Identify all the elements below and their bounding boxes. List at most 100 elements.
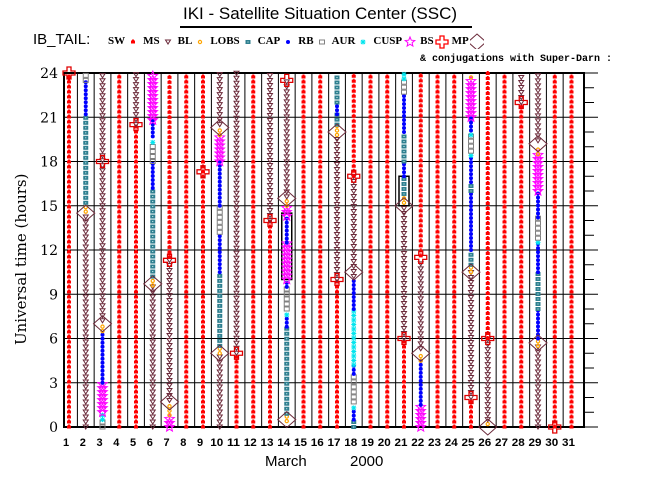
marker-sw	[318, 329, 323, 334]
marker-sw	[251, 149, 256, 154]
marker-sw	[368, 84, 373, 89]
marker-sw	[134, 329, 138, 334]
marker-sw	[134, 404, 138, 409]
marker-sw	[201, 94, 205, 99]
marker-sw	[569, 204, 574, 209]
marker-ms	[149, 309, 157, 315]
marker-sw	[184, 124, 189, 129]
marker-sw	[234, 374, 239, 379]
marker-cap	[217, 298, 223, 303]
marker-sw	[184, 219, 189, 224]
marker-sw	[385, 129, 390, 134]
marker-sw	[318, 389, 323, 394]
marker-ms	[233, 80, 240, 87]
marker-cusp	[351, 317, 357, 323]
y-tick-label: 18	[40, 155, 58, 171]
marker-ms	[149, 314, 157, 320]
marker-sw	[368, 294, 373, 299]
marker-sw	[351, 153, 356, 158]
legend-glyph	[131, 39, 136, 44]
marker-sw	[318, 154, 323, 159]
marker-rb	[402, 122, 406, 126]
marker-sw	[234, 409, 239, 414]
marker-rb	[150, 182, 155, 187]
marker-ms	[149, 374, 157, 380]
marker-cusp	[351, 344, 357, 350]
marker-ms	[216, 369, 224, 375]
marker-sw	[502, 409, 507, 414]
marker-ms	[350, 179, 358, 185]
marker-cap	[535, 297, 541, 301]
marker-sw	[301, 169, 306, 174]
marker-sw	[368, 404, 373, 409]
marker-bs	[531, 184, 545, 197]
marker-sw	[251, 339, 256, 344]
marker-sw	[201, 254, 205, 259]
marker-sw	[519, 199, 524, 204]
marker-bs	[96, 401, 109, 414]
marker-ms	[82, 214, 90, 220]
marker-sw	[117, 279, 122, 284]
marker-ms	[283, 119, 291, 125]
marker-sw	[569, 349, 574, 354]
marker-sw	[117, 219, 122, 224]
marker-sw	[452, 209, 457, 214]
marker-bs	[280, 269, 293, 281]
marker-ms	[233, 195, 240, 202]
marker-sw	[184, 159, 189, 164]
marker-sw	[502, 99, 507, 104]
marker-sw	[385, 374, 390, 379]
marker-rb	[536, 266, 540, 271]
marker-sw	[368, 129, 373, 134]
marker-sw	[167, 219, 172, 224]
marker-sw	[485, 321, 490, 325]
marker-sw	[552, 129, 557, 134]
marker-ms	[266, 158, 274, 164]
marker-sw	[301, 104, 306, 109]
x-tick-label: 2	[80, 437, 86, 449]
marker-sw	[368, 184, 373, 189]
marker-sw	[418, 188, 423, 193]
marker-sw	[519, 309, 524, 314]
marker-ms	[166, 272, 173, 279]
marker-sw	[318, 119, 323, 124]
marker-sw	[251, 349, 256, 354]
marker-sw	[117, 424, 122, 429]
day-column-2	[75, 72, 96, 430]
marker-sw	[368, 94, 373, 99]
marker-sw	[569, 299, 574, 304]
marker-sw	[452, 284, 457, 289]
marker-ms	[99, 168, 106, 174]
marker-sw	[569, 389, 574, 394]
marker-sw	[184, 89, 189, 94]
marker-ms	[266, 83, 274, 89]
marker-sw	[301, 379, 306, 384]
marker-sw	[435, 419, 440, 424]
marker-bs	[414, 412, 427, 425]
marker-sw	[552, 219, 557, 224]
marker-sw	[435, 304, 440, 309]
marker-ms	[149, 329, 157, 335]
marker-sw	[385, 279, 390, 284]
marker-ms	[467, 315, 475, 321]
day-column-1	[62, 66, 76, 429]
legend-glyph	[245, 40, 251, 44]
marker-ms	[333, 212, 341, 218]
marker-sw	[519, 144, 524, 149]
marker-sw	[335, 384, 339, 389]
marker-ms	[534, 73, 542, 79]
marker-sw	[301, 364, 306, 369]
marker-ms	[350, 234, 358, 240]
marker-sw	[184, 289, 189, 294]
marker-sw	[251, 79, 256, 84]
marker-sw	[569, 174, 574, 179]
marker-sw	[418, 98, 423, 103]
marker-sw	[318, 274, 323, 279]
marker-ms	[350, 209, 358, 215]
marker-sw	[301, 289, 306, 294]
marker-lobs	[150, 278, 155, 284]
marker-sw	[301, 79, 306, 84]
marker-sw	[167, 119, 172, 124]
marker-sw	[552, 339, 557, 344]
marker-ms	[166, 282, 173, 289]
